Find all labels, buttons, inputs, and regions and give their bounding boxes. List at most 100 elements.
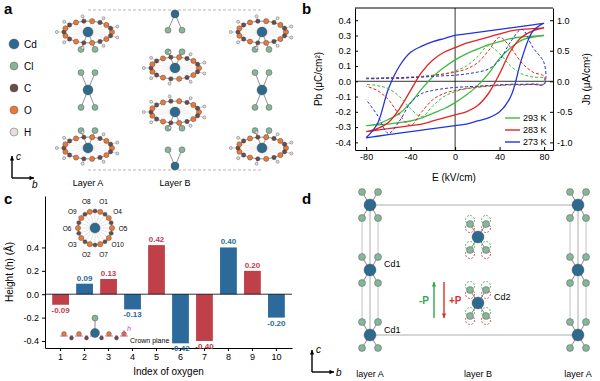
chlorine [567, 280, 574, 287]
hydrogen [55, 147, 58, 150]
chlorine [266, 104, 272, 110]
legend-swatch [505, 141, 520, 142]
legend-label: Cl [24, 61, 33, 72]
cadmium [83, 85, 93, 95]
hydrogen [102, 133, 105, 136]
carbon [185, 100, 189, 104]
hydrogen [102, 17, 105, 20]
chlorine [92, 315, 98, 321]
tick-label: -0.3 [335, 122, 351, 132]
bond [362, 218, 363, 257]
hydrogen [229, 31, 232, 34]
panel-a: CdClCOHcbLayer ALayer B [9, 10, 293, 190]
oxygen [177, 55, 182, 60]
tick-mark [355, 66, 358, 67]
tick-label: 10 [271, 352, 281, 362]
carbon [154, 73, 158, 77]
chlorine [567, 319, 574, 326]
hydrogen [168, 51, 171, 54]
cadmium [472, 297, 484, 309]
legend-swatch [505, 129, 520, 130]
data-label: -0.42 [171, 344, 190, 353]
carbon [256, 135, 260, 139]
oxygen [278, 138, 283, 143]
tick-label: -0.5 [557, 107, 573, 117]
oxygen [247, 155, 252, 160]
legend-label: 273 K [523, 137, 547, 147]
carbon [83, 212, 87, 216]
tick-mark [84, 348, 85, 351]
panel-label: c [4, 190, 12, 207]
zero-line [45, 294, 292, 295]
chlorine [483, 221, 490, 228]
tick-mark [355, 81, 358, 82]
cadmium [364, 329, 376, 341]
hydrogen [203, 116, 206, 119]
legend-atom [10, 62, 18, 70]
arrow-head [10, 156, 14, 161]
carbon [185, 56, 189, 60]
hydrogen [290, 25, 293, 28]
oxygen [150, 106, 155, 111]
carbon [256, 19, 260, 23]
tick-mark [42, 318, 45, 319]
tick-mark [355, 35, 358, 36]
carbon [272, 39, 276, 43]
y2-axis: -1.0-0.50.00.51.0 [550, 9, 573, 151]
hydrogen [168, 95, 171, 98]
oxygen [177, 76, 182, 81]
tick: -0.1 [335, 92, 358, 102]
hydrogen [102, 44, 105, 47]
chlorine [467, 221, 474, 228]
oxygen-label: O9 [68, 208, 77, 215]
x-axis-title: E (kV/cm) [432, 172, 476, 183]
hydrogen [81, 162, 84, 165]
tick: 5 [154, 348, 159, 362]
polarization-label: -P [419, 295, 429, 306]
hydrogen [116, 36, 119, 39]
oxygen [177, 99, 182, 104]
carbon [241, 37, 245, 41]
chlorine [375, 189, 382, 196]
oxygen [160, 56, 165, 61]
chlorine [252, 70, 258, 76]
chlorine [179, 49, 185, 55]
bar [220, 247, 237, 294]
chlorine [467, 287, 474, 294]
chlorine [179, 125, 185, 131]
hydrogen [255, 15, 258, 18]
tick: 80 [540, 147, 550, 162]
tick: 0.4 [26, 243, 45, 253]
legend-atom [10, 106, 18, 114]
data-label: 0.13 [101, 269, 117, 278]
hydrogen [150, 121, 153, 124]
hydrogen [229, 147, 232, 150]
plot-lines [366, 23, 546, 138]
tick-mark [355, 112, 358, 113]
legend-label: C [24, 83, 31, 94]
tick-mark [366, 147, 367, 150]
tick: 0.0 [26, 290, 45, 300]
y-axis-title: Height (h) (Å) [3, 242, 15, 302]
oxygen [79, 235, 84, 240]
tick-label: 40 [495, 152, 505, 162]
tick-label: 0.3 [338, 31, 351, 41]
tick: 1 [58, 348, 63, 362]
data-label: -0.13 [123, 310, 142, 319]
oxygen [104, 22, 109, 27]
carbon [98, 155, 102, 159]
tick: 1.0 [550, 16, 570, 26]
chlorine [78, 104, 84, 110]
tick-label: 5 [154, 352, 159, 362]
oxygen [106, 215, 111, 220]
legend-atom [10, 128, 18, 136]
axis-label: b [336, 367, 342, 378]
oxygen [73, 20, 78, 25]
oxygen [264, 40, 269, 45]
legend: 293 K283 K273 K [505, 113, 547, 147]
oxygen [247, 20, 252, 25]
cadmium [364, 199, 376, 211]
tick: -80 [360, 147, 373, 162]
tick: 10 [271, 348, 281, 362]
tick-label: -0.2 [335, 107, 351, 117]
